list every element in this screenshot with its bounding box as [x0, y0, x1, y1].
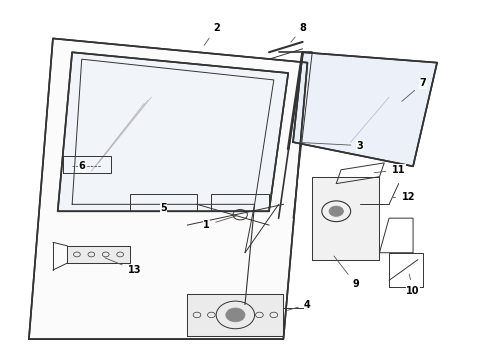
Polygon shape — [312, 177, 379, 260]
Text: 5: 5 — [160, 203, 167, 213]
Polygon shape — [293, 52, 437, 166]
Text: 6: 6 — [78, 161, 92, 171]
Text: 11: 11 — [374, 165, 405, 175]
Text: 7: 7 — [402, 78, 426, 102]
Polygon shape — [187, 294, 283, 336]
Polygon shape — [67, 246, 130, 263]
Text: 1: 1 — [203, 216, 236, 230]
Text: 4: 4 — [288, 300, 311, 310]
Text: 8: 8 — [291, 23, 306, 42]
Text: 9: 9 — [334, 256, 359, 289]
Circle shape — [226, 308, 245, 322]
Circle shape — [329, 206, 343, 216]
Polygon shape — [58, 52, 288, 211]
Text: 13: 13 — [105, 258, 141, 275]
Text: 12: 12 — [393, 193, 415, 202]
Text: 10: 10 — [406, 274, 420, 296]
Polygon shape — [29, 39, 307, 339]
Text: 2: 2 — [204, 23, 220, 45]
Text: 3: 3 — [297, 141, 364, 150]
